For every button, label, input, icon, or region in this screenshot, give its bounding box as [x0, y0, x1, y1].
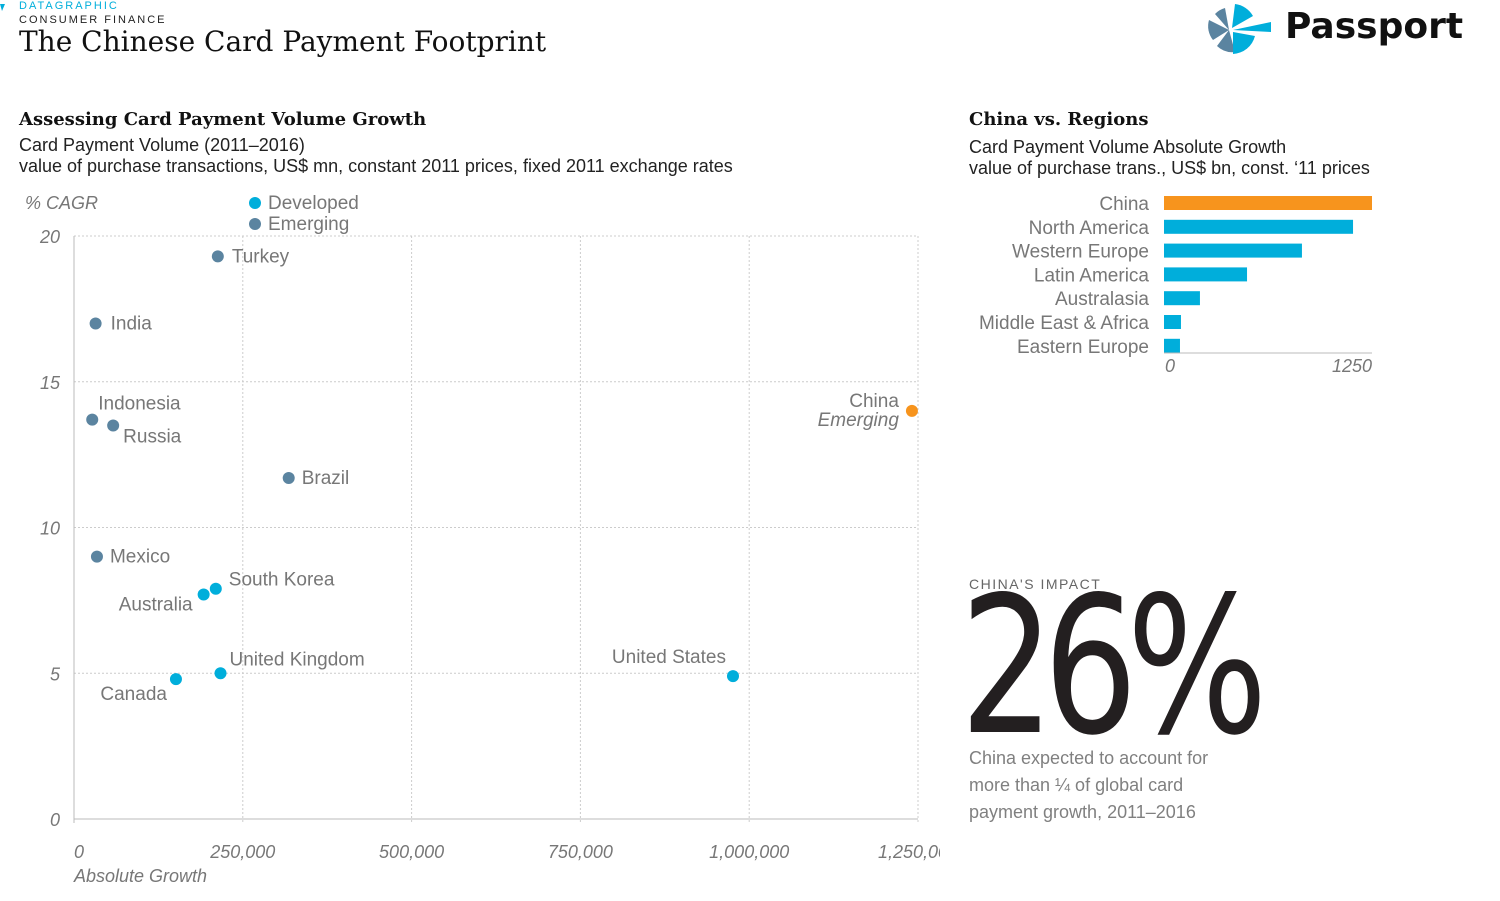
point-label: United Kingdom: [230, 649, 365, 670]
legend-label: Developed: [268, 193, 359, 214]
legend-label: Emerging: [268, 214, 349, 235]
x-tick-label: 250,000: [209, 842, 275, 862]
legend-marker: [249, 197, 261, 209]
data-point: [169, 673, 182, 686]
scatter-subtitle: Card Payment Volume (2011–2016): [19, 135, 305, 155]
x-tick-label: 500,000: [379, 842, 444, 862]
impact-line: payment growth, 2011–2016: [969, 802, 1196, 822]
scatter-note: value of purchase transactions, US$ mn, …: [19, 156, 733, 176]
data-point: [107, 419, 120, 432]
point-label: India: [111, 313, 153, 334]
scatter-chart: 0 5 10 15 20 0 250,000 500,000 750,000 1,000,000 1…: [25, 193, 940, 886]
bar: [1164, 196, 1372, 210]
bar-heading: China vs. Regions: [969, 109, 1149, 130]
bar-category-label: Eastern Europe: [1017, 337, 1149, 358]
x-tick-label: 1,250,000: [878, 842, 940, 862]
x-tick-label: 750,000: [548, 842, 613, 862]
y-tick-label: 0: [50, 810, 60, 830]
data-point: [214, 667, 227, 680]
bar-category-label: Western Europe: [1012, 242, 1149, 263]
bar-category-label: China: [1099, 194, 1149, 215]
point-sublabel: Emerging: [818, 410, 900, 431]
y-tick-label: 20: [39, 227, 60, 247]
point-label: China: [849, 391, 899, 412]
bar: [1164, 219, 1354, 234]
bar-category-label: North America: [1029, 218, 1150, 239]
logo-text: Passport: [1285, 6, 1464, 47]
scatter-heading: Assessing Card Payment Volume Growth: [19, 109, 427, 130]
point-label: South Korea: [229, 570, 335, 591]
passport-logo: Passport: [1205, 2, 1463, 60]
page-title: The Chinese Card Payment Footprint: [19, 25, 547, 58]
kicker: DATAGRAPHIC: [19, 0, 119, 12]
point-label: Indonesia: [98, 394, 181, 415]
data-point: [282, 471, 295, 484]
point-label: Russia: [123, 426, 182, 447]
x-tick-label: 1,000,000: [709, 842, 789, 862]
data-point: [86, 413, 99, 426]
y-tick-label: 15: [40, 373, 61, 393]
passport-logo-icon: [1208, 4, 1271, 54]
impact-line: China expected to account for: [969, 748, 1209, 768]
data-point: [197, 588, 210, 601]
point-label: Mexico: [110, 547, 170, 568]
data-point: [89, 317, 102, 330]
point-label: Brazil: [302, 468, 350, 489]
y-axis-label: % CAGR: [25, 193, 98, 213]
bar: [1164, 291, 1200, 306]
impact-line: more than ¼ of global card: [969, 775, 1184, 795]
bar: [1164, 267, 1248, 282]
data-point: [726, 670, 739, 683]
y-tick-label: 10: [40, 519, 60, 539]
bar-tick-label: 1250: [1332, 356, 1372, 376]
bar-note: value of purchase trans., US$ bn, const.…: [969, 158, 1370, 178]
legend-marker: [249, 218, 261, 230]
bar-category-label: Australasia: [1055, 289, 1149, 310]
bar-tick-label: 0: [1165, 356, 1175, 376]
data-point: [90, 550, 103, 563]
bar: [1164, 315, 1181, 329]
data-point: [209, 582, 222, 595]
y-tick-label: 5: [50, 664, 61, 684]
impact-description: China expected to account for more than …: [969, 745, 1208, 826]
category: CONSUMER FINANCE: [19, 14, 167, 26]
data-point: [905, 404, 918, 417]
point-label: United States: [612, 647, 726, 668]
point-label: Turkey: [232, 246, 290, 267]
bar-category-label: Latin America: [1034, 265, 1150, 286]
bar: [1164, 243, 1302, 258]
x-tick-label: 0: [74, 842, 84, 862]
bar-subtitle: Card Payment Volume Absolute Growth: [969, 137, 1287, 157]
x-axis-label: Absolute Growth: [73, 866, 207, 886]
impact-label: CHINA'S IMPACT: [969, 576, 1102, 592]
point-label: Australia: [119, 595, 193, 616]
point-label: Canada: [100, 684, 167, 705]
marker-icon: [0, 4, 5, 11]
bar-category-label: Middle East & Africa: [979, 313, 1149, 334]
data-point: [211, 250, 224, 263]
bar: [1164, 338, 1180, 353]
impact-value: 26%: [960, 556, 1268, 777]
